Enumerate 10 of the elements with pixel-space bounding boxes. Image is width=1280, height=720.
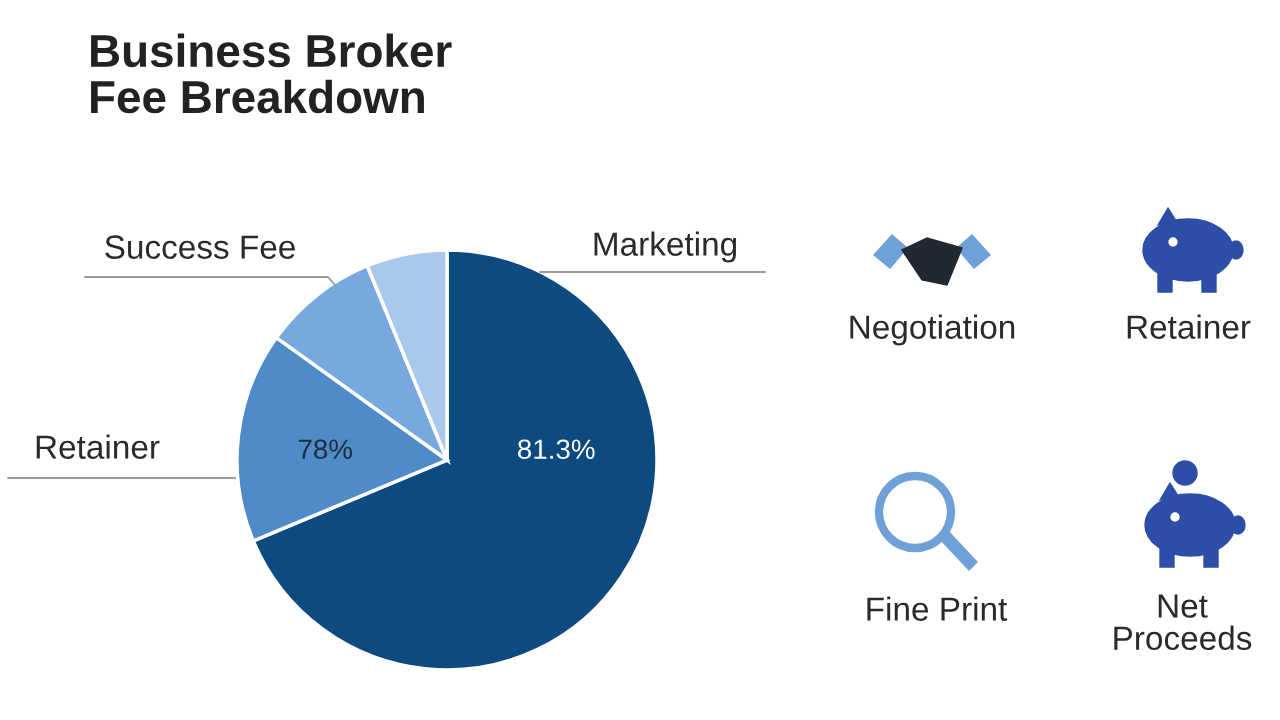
slice-label: Success Fee bbox=[105, 235, 295, 259]
text: Fine Print bbox=[867, 596, 1008, 621]
slice-label: Marketing bbox=[594, 231, 737, 263]
slice-label: Retainer bbox=[36, 434, 160, 459]
chart-title: Business Broker Fee Breakdown bbox=[91, 33, 452, 114]
text: 78% bbox=[298, 439, 353, 460]
text: Retainer bbox=[1127, 314, 1251, 339]
text: Net Proceeds bbox=[1114, 594, 1252, 651]
text: Negotiation bbox=[850, 314, 1015, 346]
text: 81.3% bbox=[518, 439, 595, 460]
